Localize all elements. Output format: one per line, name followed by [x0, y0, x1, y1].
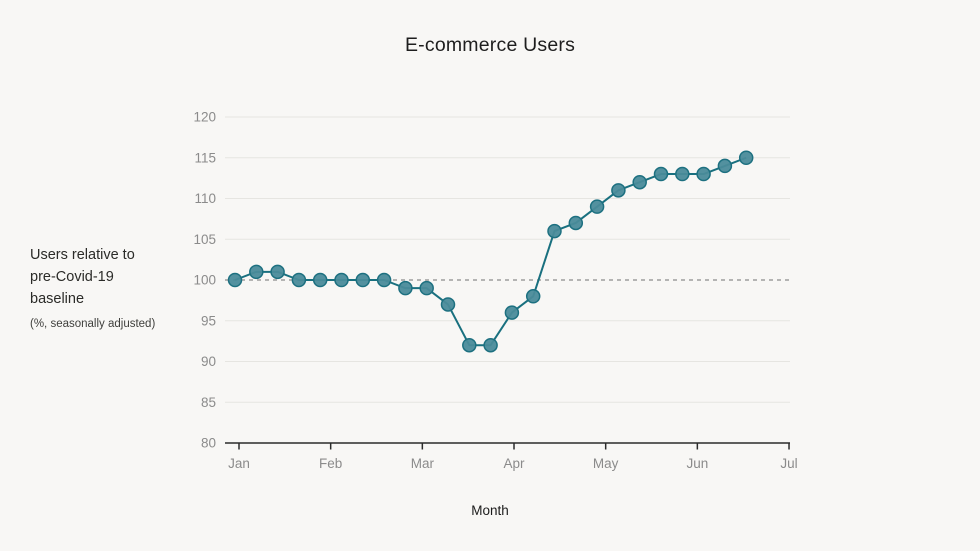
y-tick-label: 110: [194, 191, 216, 206]
data-point: [419, 280, 434, 296]
data-point: [376, 272, 392, 288]
y-tick-label: 115: [194, 150, 216, 165]
data-point: [504, 305, 520, 320]
data-point: [653, 166, 669, 182]
data-point: [632, 174, 647, 190]
y-tick-label: 90: [201, 354, 216, 369]
data-point: [398, 280, 413, 296]
data-line: [234, 156, 747, 347]
y-tick-label: 105: [193, 232, 216, 247]
data-point: [334, 272, 349, 288]
data-point: [227, 272, 243, 288]
x-tick-label: Mar: [411, 456, 435, 471]
data-point: [525, 289, 541, 304]
data-point: [589, 199, 605, 214]
data-point: [312, 272, 328, 288]
data-point: [717, 158, 733, 174]
y-tick-label: 85: [201, 395, 216, 410]
y-tick-label: 95: [201, 313, 216, 328]
data-point: [568, 215, 584, 231]
y-tick-label: 120: [193, 110, 216, 125]
chart-title: E-commerce Users: [404, 34, 576, 56]
x-axis-title: Month: [471, 503, 509, 518]
data-point: [355, 272, 371, 288]
data-point: [270, 264, 285, 280]
data-point: [440, 297, 456, 312]
x-tick-label: Jul: [780, 456, 797, 471]
y-axis-annotation: Users relative to pre-Covid-19 baseline …: [30, 244, 200, 330]
x-tick-label: May: [593, 456, 619, 471]
y-axis-annotation-line-2: pre-Covid-19: [30, 269, 114, 285]
data-point: [249, 264, 264, 280]
y-axis-annotation-subnote: (%, seasonally adjusted): [30, 318, 156, 330]
data-point: [462, 337, 477, 353]
data-point: [738, 150, 754, 165]
data-point: [611, 183, 626, 198]
x-tick-label: Feb: [319, 456, 342, 471]
y-tick-label: 100: [193, 273, 216, 288]
y-tick-label: 80: [201, 436, 216, 451]
y-axis-annotation-line-1: Users relative to: [30, 247, 135, 263]
y-axis-annotation-line-3: baseline: [30, 291, 85, 307]
data-point: [291, 272, 307, 288]
data-point: [483, 337, 498, 353]
x-tick-label: Jan: [228, 456, 250, 471]
data-point: [547, 223, 562, 239]
x-tick-label: Apr: [504, 456, 526, 471]
data-point: [675, 166, 690, 182]
data-point: [696, 166, 711, 182]
x-tick-label: Jun: [686, 456, 708, 471]
